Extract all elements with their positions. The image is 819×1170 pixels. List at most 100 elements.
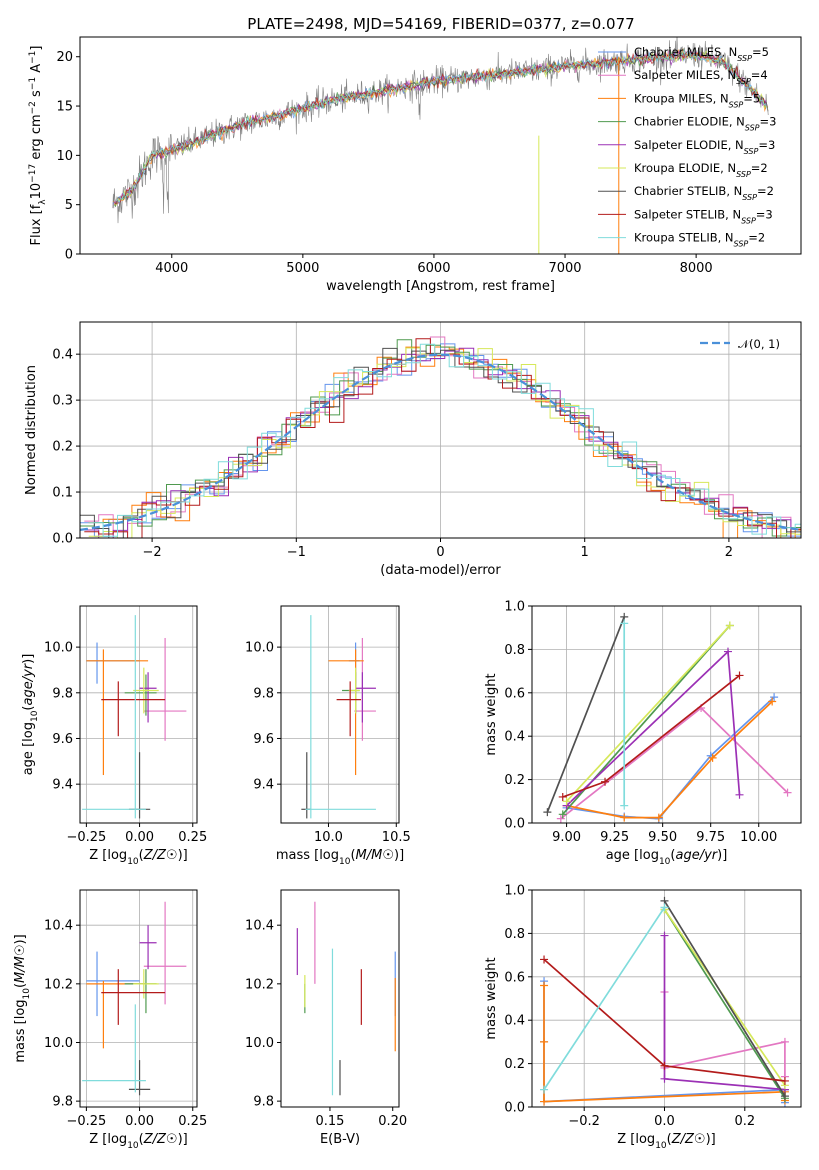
errorbar-point bbox=[348, 642, 360, 684]
y-axis-label: mass weight bbox=[484, 673, 499, 755]
weight-vs-Z-panel: −0.2 0.0 0.2 0.0 0.2 0.4 0.6 0.8 1.0 Z [log10(Z/Z… bbox=[484, 884, 802, 1151]
weight-point-marker bbox=[543, 808, 552, 817]
errorbar-point bbox=[139, 925, 157, 970]
residual-histogram bbox=[88, 346, 801, 538]
weight-point-marker bbox=[601, 777, 610, 786]
y-tick-label: 9.8 bbox=[253, 686, 274, 701]
y-tick-label: 10.4 bbox=[245, 919, 274, 934]
x-axis-label: Z [log10(Z/Z☉)] bbox=[89, 848, 187, 867]
x-tick-label: 5000 bbox=[286, 261, 319, 276]
x-tick-label: 0.20 bbox=[378, 1114, 407, 1129]
x-axis-label: E(B-V) bbox=[320, 1132, 360, 1147]
mass-vs-Z-plot-area bbox=[82, 901, 187, 1096]
weight-point-marker bbox=[540, 981, 549, 990]
model-spectrum-line bbox=[115, 47, 768, 204]
x-tick-label: 8000 bbox=[680, 261, 713, 276]
errorbar-point bbox=[124, 969, 157, 1014]
x-tick-label: 0.00 bbox=[125, 1114, 154, 1129]
weight-point-marker bbox=[723, 647, 732, 656]
errorbar-point bbox=[128, 752, 151, 819]
age-vs-mass-panel: 10.0 10.5 9.4 9.6 9.8 10.0 mass [log10(M/M☉)] bbox=[245, 605, 411, 867]
y-tick-label: 10.2 bbox=[44, 977, 73, 992]
x-axis-label: wavelength [Angstrom, rest frame] bbox=[326, 279, 555, 294]
spectrum-plot-area bbox=[112, 37, 769, 254]
residual-histogram bbox=[80, 339, 801, 537]
x-tick-label: 7000 bbox=[548, 261, 581, 276]
errorbar-point bbox=[86, 980, 146, 1049]
residual-histogram bbox=[84, 347, 801, 538]
errorbar-point bbox=[128, 1060, 151, 1096]
x-tick-label: 10.5 bbox=[382, 830, 411, 845]
weight-point-marker bbox=[725, 621, 734, 630]
weight-series-line bbox=[543, 906, 666, 1091]
mass-vs-ebv-frame bbox=[280, 889, 400, 1108]
weight-point-marker bbox=[780, 1037, 789, 1046]
model-spectrum-line bbox=[114, 49, 769, 205]
x-tick-label: 10.00 bbox=[740, 830, 777, 845]
weight-point-marker bbox=[540, 955, 549, 964]
mass-vs-ebv-plot-area bbox=[296, 901, 396, 1096]
x-tick-label: 0.25 bbox=[178, 1114, 207, 1129]
weight-point-marker bbox=[770, 693, 779, 702]
legend-entry: Kroupa STELIB, NSSP=2 bbox=[634, 231, 765, 249]
weight-point-marker bbox=[620, 801, 629, 810]
x-tick-label: −1 bbox=[287, 545, 306, 560]
y-tick-label: 0.4 bbox=[504, 730, 525, 745]
y-tick-label: 0.2 bbox=[52, 440, 73, 455]
x-tick-label: 10.0 bbox=[314, 830, 343, 845]
weight-point-marker bbox=[558, 792, 567, 801]
weight-series-line bbox=[546, 616, 625, 813]
y-tick-label: 10 bbox=[56, 149, 73, 164]
weight-series-line bbox=[566, 649, 741, 807]
weight-point-marker bbox=[783, 788, 792, 797]
errorbar-point bbox=[336, 681, 362, 737]
x-tick-label: 0 bbox=[436, 545, 444, 560]
residual-histogram bbox=[88, 347, 801, 538]
weight-series-line bbox=[663, 909, 786, 1099]
x-axis-label: mass [log10(M/M☉)] bbox=[276, 848, 404, 867]
x-tick-label: 9.75 bbox=[696, 830, 725, 845]
x-axis-label: Z [log10(Z/Z☉)] bbox=[89, 1132, 187, 1151]
weight-series-line bbox=[566, 696, 775, 820]
weight-point-marker bbox=[735, 671, 744, 680]
y-axis-label: mass weight bbox=[484, 957, 499, 1039]
weight-point-marker bbox=[780, 1076, 789, 1085]
weight-point-marker bbox=[660, 931, 669, 940]
legend-entry: Chabrier STELIB, NSSP=2 bbox=[634, 184, 774, 202]
x-tick-label: −0.25 bbox=[66, 1114, 106, 1129]
legend-entry: Salpeter STELIB, NSSP=3 bbox=[634, 207, 773, 225]
y-axis-label: Flux [fλ10−17 erg cm−2 s−1 A−1] bbox=[28, 46, 48, 246]
y-tick-label: 0.8 bbox=[504, 643, 525, 658]
errorbar-point bbox=[101, 681, 166, 737]
y-tick-label: 0.1 bbox=[52, 486, 73, 501]
age-vs-mass-frame bbox=[280, 605, 400, 824]
residuals-frame bbox=[79, 321, 802, 539]
weight-vs-age-frame bbox=[531, 605, 802, 824]
y-tick-label: 5 bbox=[65, 198, 73, 213]
y-tick-label: 10.0 bbox=[245, 641, 274, 656]
errorbar-point bbox=[86, 649, 149, 776]
legend-entry: Salpeter ELODIE, NSSP=3 bbox=[634, 138, 775, 156]
residual-histogram bbox=[88, 343, 801, 537]
residuals-plot-area bbox=[80, 336, 801, 538]
weight-point-marker bbox=[780, 1092, 789, 1101]
age-vs-Z-frame bbox=[79, 605, 198, 824]
weight-point-marker bbox=[768, 697, 777, 706]
errorbar-point bbox=[354, 637, 376, 741]
y-tick-label: 9.4 bbox=[253, 778, 274, 793]
y-tick-label: 0.2 bbox=[504, 773, 525, 788]
y-axis-label: Normed distribution bbox=[24, 365, 39, 495]
y-tick-label: 0 bbox=[65, 248, 73, 263]
weight-series-line bbox=[663, 900, 786, 1097]
y-tick-label: 9.8 bbox=[253, 1095, 274, 1110]
spectrum-panel: 4000 5000 6000 7000 8000 0 5 10 15 20 wavelength [… bbox=[28, 36, 802, 294]
errorbar-point bbox=[101, 969, 166, 1025]
age-vs-Z-panel: −0.25 0.00 0.25 9.4 9.6 9.8 10.0 Z [log10(Z/Z☉)… bbox=[21, 605, 207, 867]
x-tick-label: 4000 bbox=[155, 261, 188, 276]
errorbar-point bbox=[82, 615, 146, 819]
y-tick-label: 0.0 bbox=[52, 532, 73, 547]
errorbar-point bbox=[124, 674, 157, 716]
weight-point-marker bbox=[562, 797, 571, 806]
errorbar-point bbox=[82, 1004, 146, 1093]
